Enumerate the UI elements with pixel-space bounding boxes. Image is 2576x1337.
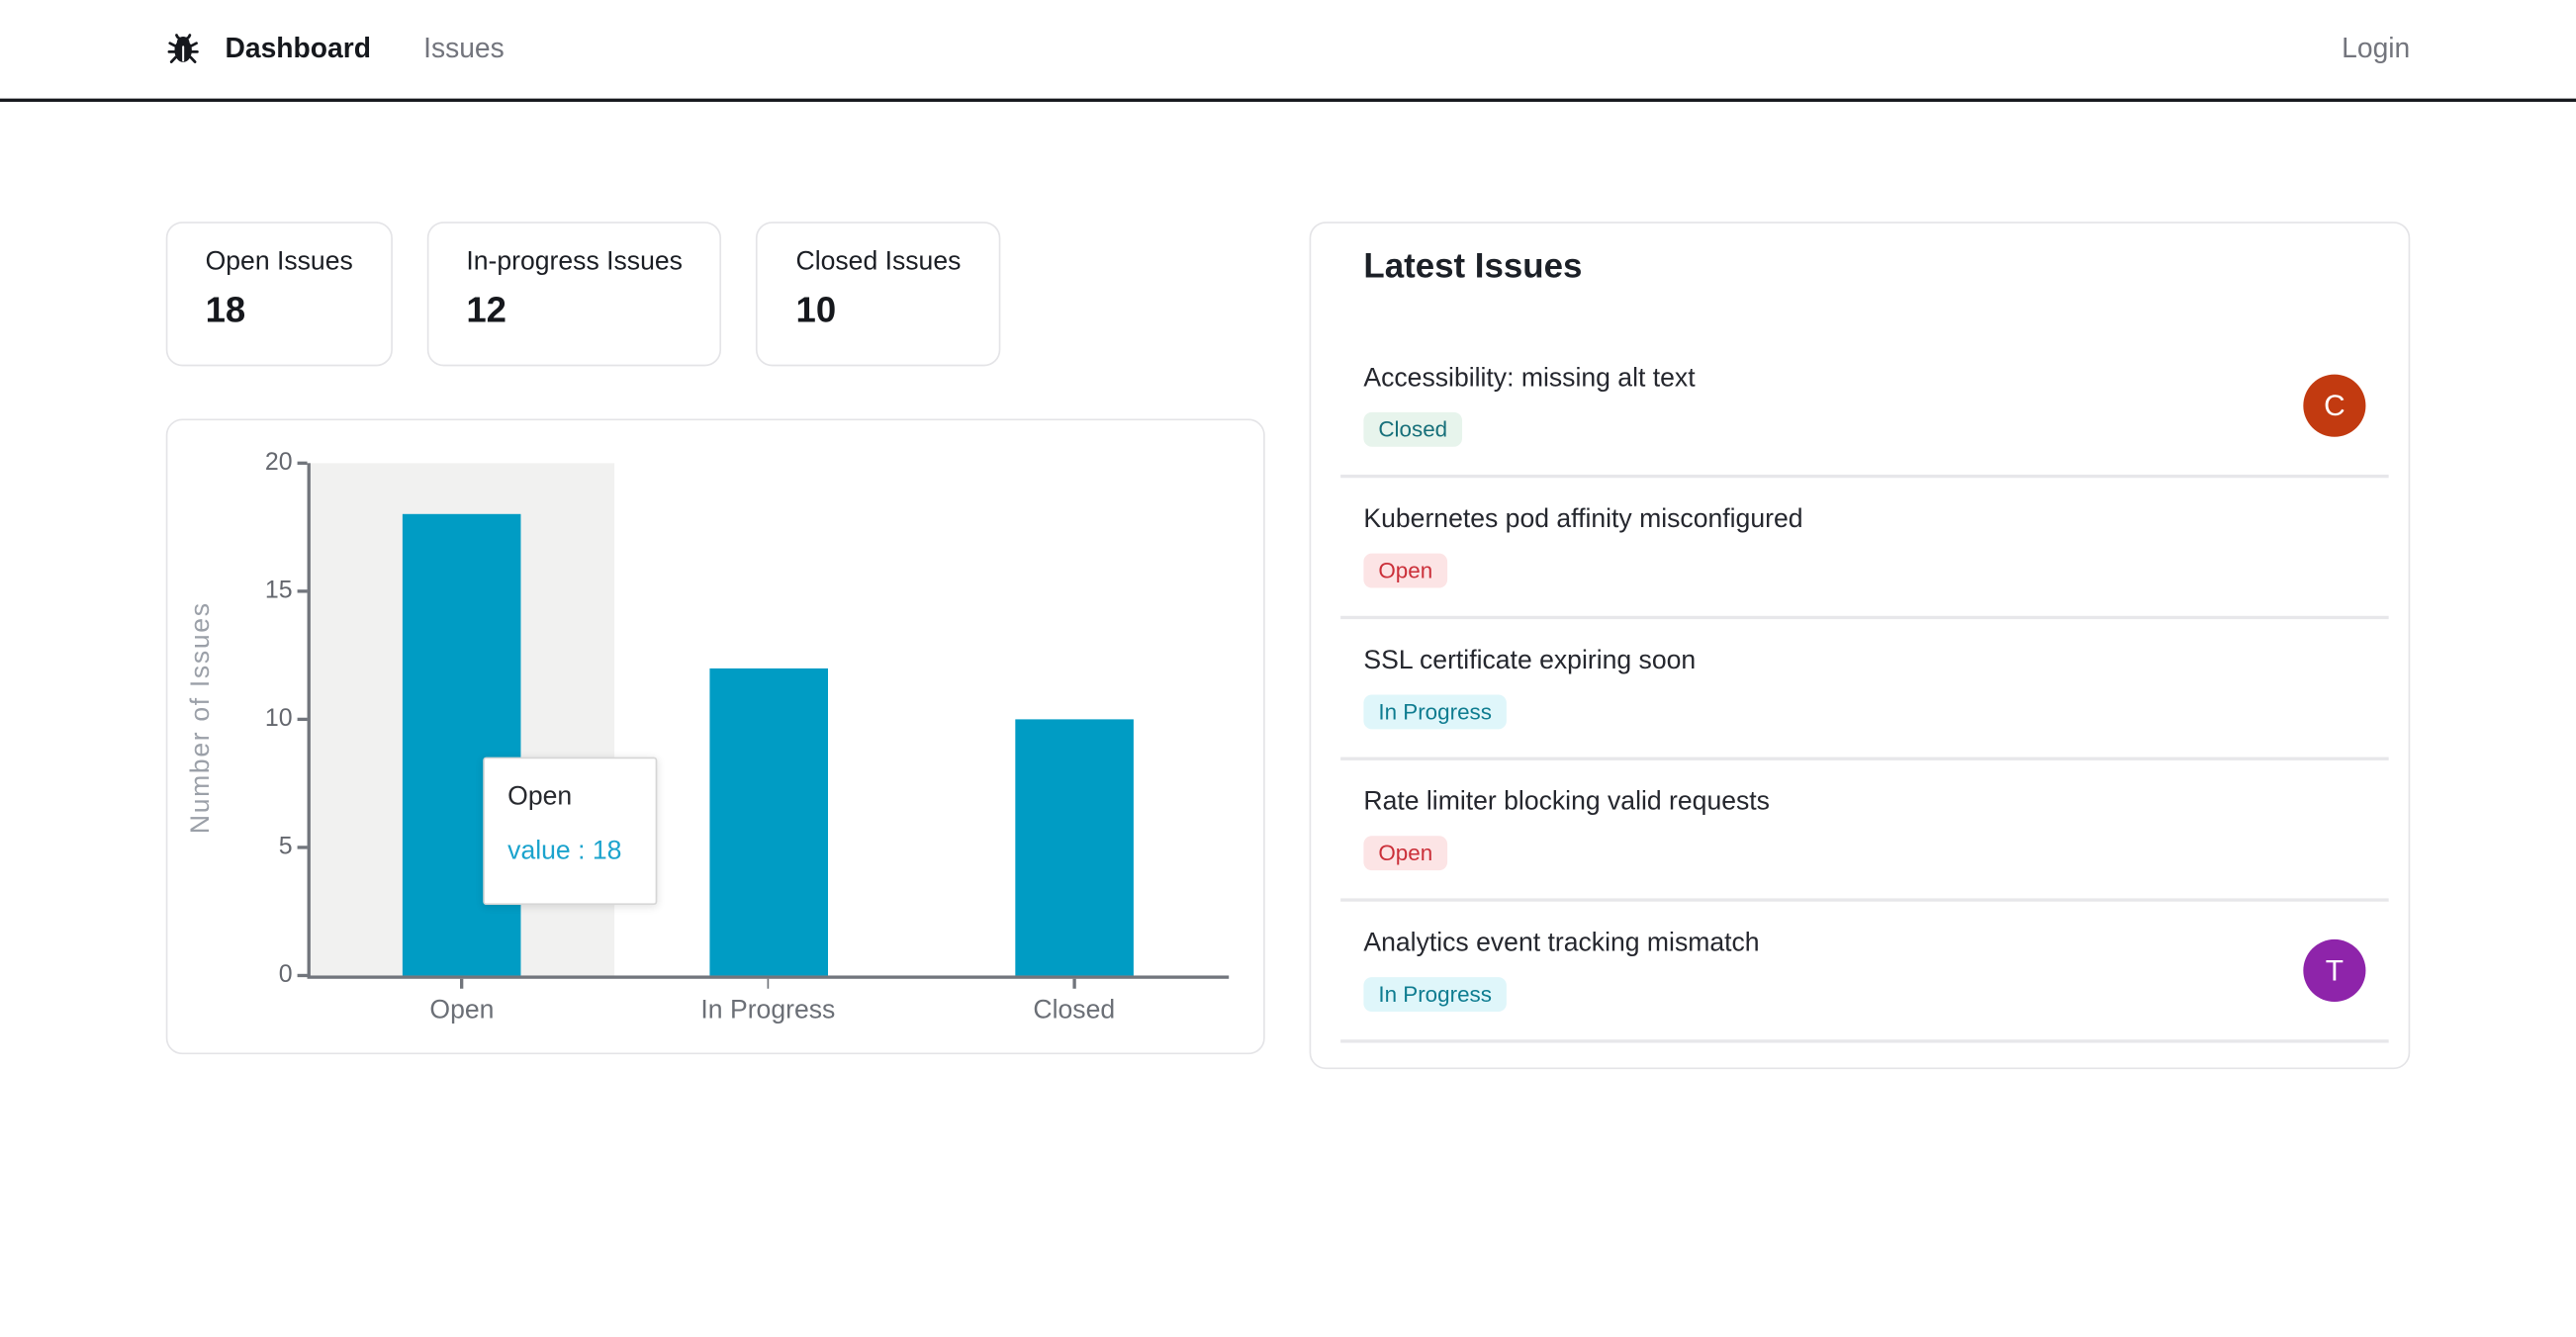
avatar: C [2303,374,2366,437]
x-axis-line [307,975,1230,978]
x-tick-label: Closed [1033,997,1116,1025]
bar-in-progress[interactable] [708,668,828,976]
latest-issues-title: Latest Issues [1363,247,1583,286]
stat-card-closed: Closed Issues 10 [756,222,1001,367]
y-tick [297,974,308,977]
y-tick [297,846,308,849]
y-tick-label: 15 [264,576,293,605]
tooltip-series-name: Open [507,783,573,812]
issue-title: Accessibility: missing alt text [1363,364,1696,393]
issue-row[interactable]: Analytics event tracking mismatch In Pro… [1340,902,2389,1043]
y-tick-label: 10 [264,704,293,733]
x-tick [767,977,770,988]
stat-label: Closed Issues [795,247,962,276]
left-column: Open Issues 18 In-progress Issues 12 Clo… [165,222,1265,1055]
x-tick-label: Open [429,997,495,1025]
y-tick-label: 0 [278,960,293,989]
issue-title: Rate limiter blocking valid requests [1363,788,1770,817]
bug-icon [166,32,201,66]
issue-title: SSL certificate expiring soon [1363,647,1697,675]
issue-row[interactable]: Rate limiter blocking valid requests Ope… [1340,760,2389,902]
stat-value: 18 [205,289,246,330]
y-tick-label: 5 [278,832,293,861]
y-axis-title: Number of Issues [187,601,216,835]
stat-cards: Open Issues 18 In-progress Issues 12 Clo… [165,222,1265,367]
status-badge: In Progress [1363,694,1507,730]
right-column: Latest Issues Accessibility: missing alt… [1309,222,2411,1070]
bar-closed[interactable] [1015,719,1134,976]
nav-item-issues[interactable]: Issues [423,33,505,64]
chart-tooltip: Open value : 18 [483,757,658,906]
y-axis-line [307,463,311,978]
latest-issues-card: Latest Issues Accessibility: missing alt… [1309,222,2411,1070]
stat-value: 12 [466,289,507,330]
x-tick-label: In Progress [700,997,836,1025]
tooltip-value: value : 18 [507,837,622,866]
issue-title: Analytics event tracking mismatch [1363,929,1760,958]
navbar: Dashboard Issues Login [0,0,2576,102]
issues-bar-chart-card: 0 5 10 15 20 Open In Progress Closed Number of I… [165,418,1265,1055]
x-tick [1072,977,1076,988]
issue-row[interactable]: SSL certificate expiring soon In Progres… [1340,619,2389,760]
issue-title: Kubernetes pod affinity misconfigured [1363,505,1803,534]
status-badge: Closed [1363,411,1463,447]
y-tick [297,462,308,465]
y-tick-label: 20 [264,448,293,477]
bar-open[interactable] [403,514,521,976]
y-tick [297,589,308,593]
issue-row[interactable]: Kubernetes pod affinity misconfigured Op… [1340,478,2389,620]
stat-card-open: Open Issues 18 [165,222,393,367]
stat-label: Open Issues [205,247,353,276]
stat-label: In-progress Issues [466,247,683,276]
stat-value: 10 [795,289,837,330]
stat-card-in-progress: In-progress Issues 12 [426,222,722,367]
status-badge: Open [1363,836,1448,871]
x-tick [460,977,464,988]
y-tick [297,718,308,721]
status-badge: In Progress [1363,977,1507,1012]
issue-row[interactable]: Accessibility: missing alt text Closed C [1340,336,2389,479]
nav-item-dashboard[interactable]: Dashboard [225,33,371,64]
latest-issues-list: Accessibility: missing alt text Closed C… [1311,336,2408,1043]
status-badge: Open [1363,553,1448,588]
avatar: T [2303,938,2366,1003]
issues-bar-chart: 0 5 10 15 20 Open In Progress Closed Number of I… [167,420,1263,1052]
login-button[interactable]: Login [2342,33,2411,64]
